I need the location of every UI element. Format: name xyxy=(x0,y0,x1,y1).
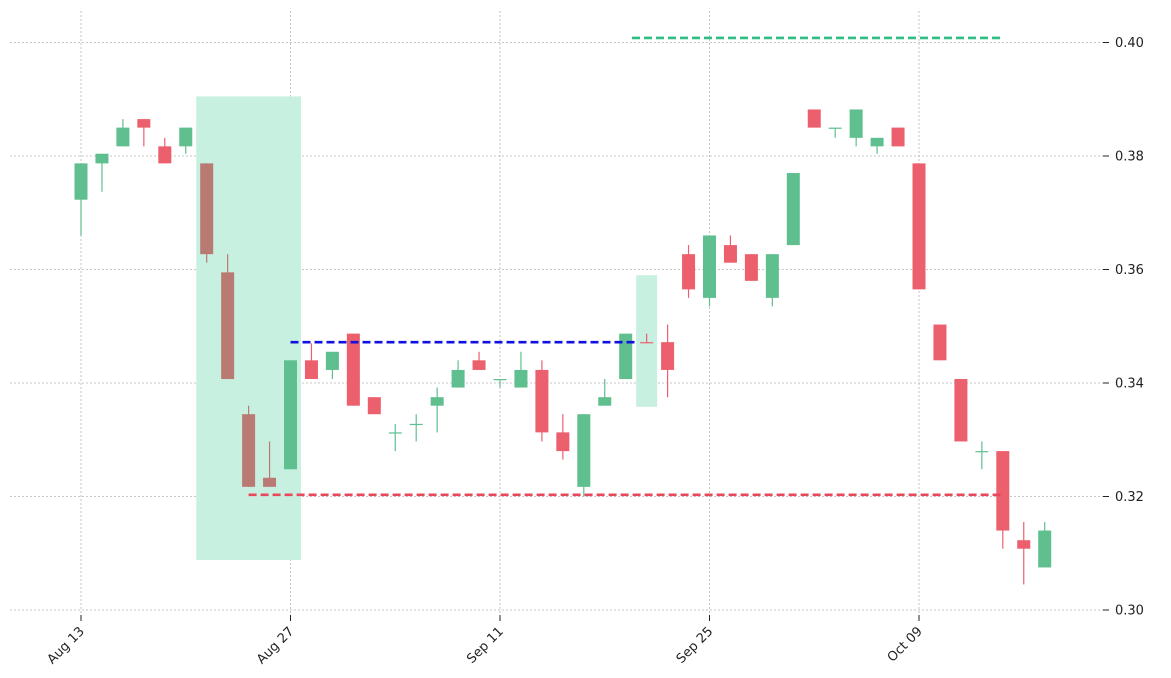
candle-body xyxy=(137,119,151,128)
x-tick-label: Aug 13 xyxy=(45,624,88,667)
candle-body xyxy=(744,254,758,281)
candle-body xyxy=(284,360,297,470)
candle-body xyxy=(221,272,235,380)
candle-body xyxy=(179,127,193,147)
candle-body xyxy=(996,451,1010,531)
candle-body xyxy=(891,127,905,147)
candle-body xyxy=(975,451,989,453)
candle-body xyxy=(409,423,423,426)
candle-body xyxy=(703,235,716,298)
candle-body xyxy=(682,254,696,290)
candle-body xyxy=(304,360,318,380)
candle-body xyxy=(954,379,968,442)
y-tick-label: 0.40 xyxy=(1115,36,1144,51)
y-tick-label: 0.32 xyxy=(1115,490,1144,505)
candle-body xyxy=(933,324,947,361)
y-tick-label: 0.34 xyxy=(1115,377,1144,392)
y-tick-label: 0.38 xyxy=(1115,150,1144,165)
candles xyxy=(74,109,1052,585)
x-tick-label: Sep 11 xyxy=(464,624,507,667)
candle-body xyxy=(346,333,360,406)
candle-body xyxy=(535,369,549,433)
candle-body xyxy=(619,333,633,380)
candle-body xyxy=(388,432,402,434)
candle-body xyxy=(1038,530,1052,568)
x-tick-label: Aug 27 xyxy=(254,624,297,667)
candle-body xyxy=(95,153,109,164)
candle-body xyxy=(514,369,528,388)
candle-body xyxy=(493,379,507,381)
trend-lines xyxy=(248,36,1003,497)
candle-body xyxy=(912,163,926,290)
x-tick-label: Sep 25 xyxy=(674,624,717,667)
grid xyxy=(10,11,1103,615)
candle-body xyxy=(849,109,863,138)
candle-body xyxy=(640,342,654,344)
candle-body xyxy=(661,342,675,370)
candle-body xyxy=(1017,540,1031,549)
pattern-highlight-layer xyxy=(196,96,658,561)
candle-body xyxy=(807,109,821,128)
candle-body xyxy=(556,432,570,452)
y-tick-label: 0.36 xyxy=(1115,263,1144,278)
candle-body xyxy=(263,477,277,487)
candle-body xyxy=(325,351,339,370)
candle-body xyxy=(723,245,737,263)
candle-body xyxy=(116,127,130,147)
candle-body xyxy=(451,369,465,388)
candle-body xyxy=(828,127,842,129)
candle-body xyxy=(786,173,800,246)
y-tick-label: 0.30 xyxy=(1115,604,1144,619)
candle-body xyxy=(765,254,779,298)
candle-body xyxy=(870,137,884,147)
candle-body xyxy=(430,397,444,406)
candle-body xyxy=(200,163,214,255)
candle-body xyxy=(598,397,612,406)
candle-body xyxy=(74,163,88,200)
candle-body xyxy=(472,360,486,370)
candle-body xyxy=(242,414,256,487)
x-tick-label: Oct 09 xyxy=(885,624,926,665)
candle-body xyxy=(577,414,591,487)
candle-body xyxy=(158,146,172,164)
candle-body xyxy=(367,397,381,415)
